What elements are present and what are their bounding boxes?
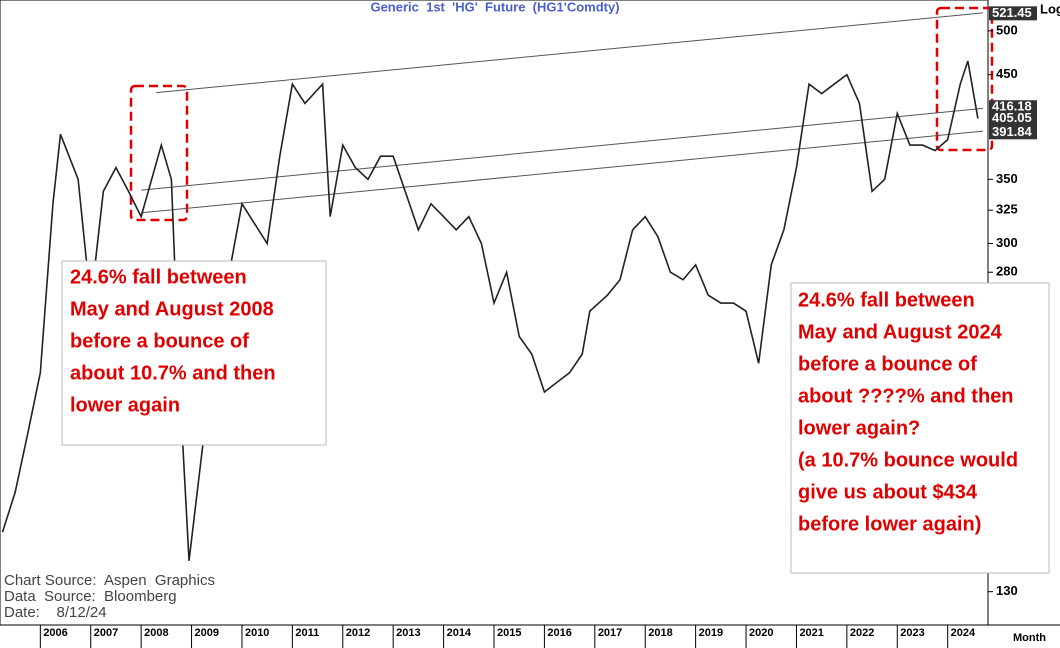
scale-label: Log [1040,1,1060,16]
x-tick-label: 2012 [346,627,370,639]
highlight-box [129,84,189,222]
annotation-text: before lower again) [798,513,981,535]
price-label: 391.84 [992,124,1033,139]
x-tick-label: 2023 [900,627,924,639]
x-tick-label: 2008 [144,627,168,639]
price-line [1,60,979,561]
price-label: 521.45 [992,5,1032,20]
price-label-box [989,6,1037,21]
x-tick-label: 2022 [850,627,874,639]
price-label-box [989,111,1037,126]
x-tick-label: 2020 [749,627,773,639]
source-text: Date: 8/12/24 [4,604,107,621]
price-label: 405.05 [992,110,1032,125]
annotation-text: about ????% and then [798,385,1014,407]
y-tick-label: 300 [996,235,1018,250]
x-tick-label: 2024 [951,627,976,639]
x-tick-label: 2014 [447,627,472,639]
x-tick-label: 2021 [799,627,823,639]
annotation-text: (a 10.7% bounce would [798,449,1018,471]
y-tick-label: 280 [996,264,1018,279]
annotation-text: lower again [70,394,180,416]
channel-line [141,130,984,214]
x-tick-label: 2007 [94,627,118,639]
highlight-box [935,6,994,152]
annotation-text: May and August 2008 [70,298,274,320]
x-tick-label: 2009 [195,627,219,639]
x-tick-label: 2016 [547,627,571,639]
annotation-text: 24.6% fall between [70,266,247,288]
x-axis-label: Month [1013,632,1046,644]
y-tick-label: 450 [996,66,1018,81]
y-tick-label: 500 [996,22,1018,37]
channel-line [141,107,984,191]
source-text: Chart Source: Aspen Graphics [4,572,215,589]
annotation-text: before a bounce of [70,330,249,352]
y-tick-label: 350 [996,171,1018,186]
channel-line [156,12,984,94]
chart-title: Generic 1st 'HG' Future (HG1'Comdty) [370,0,619,14]
x-tick-label: 2017 [598,627,622,639]
x-tick-label: 2006 [43,627,67,639]
annotation-text: 24.6% fall between [798,289,975,311]
x-tick-label: 2013 [396,627,420,639]
x-tick-label: 2015 [497,627,521,639]
annotation-text: give us about $434 [798,481,978,503]
y-tick-label: 130 [996,583,1018,598]
annotation-text: May and August 2024 [798,321,1003,343]
annotation-text: about 10.7% and then [70,362,276,384]
price-label-box [989,100,1037,115]
annotation-text: before a bounce of [798,353,977,375]
price-label: 416.18 [992,99,1032,114]
source-text: Data Source: Bloomberg [4,588,177,605]
annotation-box [790,282,1050,574]
y-tick-label: 325 [996,202,1018,217]
x-tick-label: 2019 [699,627,723,639]
annotation-box [61,260,327,446]
x-tick-label: 2010 [245,627,269,639]
x-tick-label: 2018 [648,627,672,639]
annotation-text: lower again? [798,417,920,439]
x-tick-label: 2011 [295,627,319,639]
price-label-box [989,125,1037,140]
